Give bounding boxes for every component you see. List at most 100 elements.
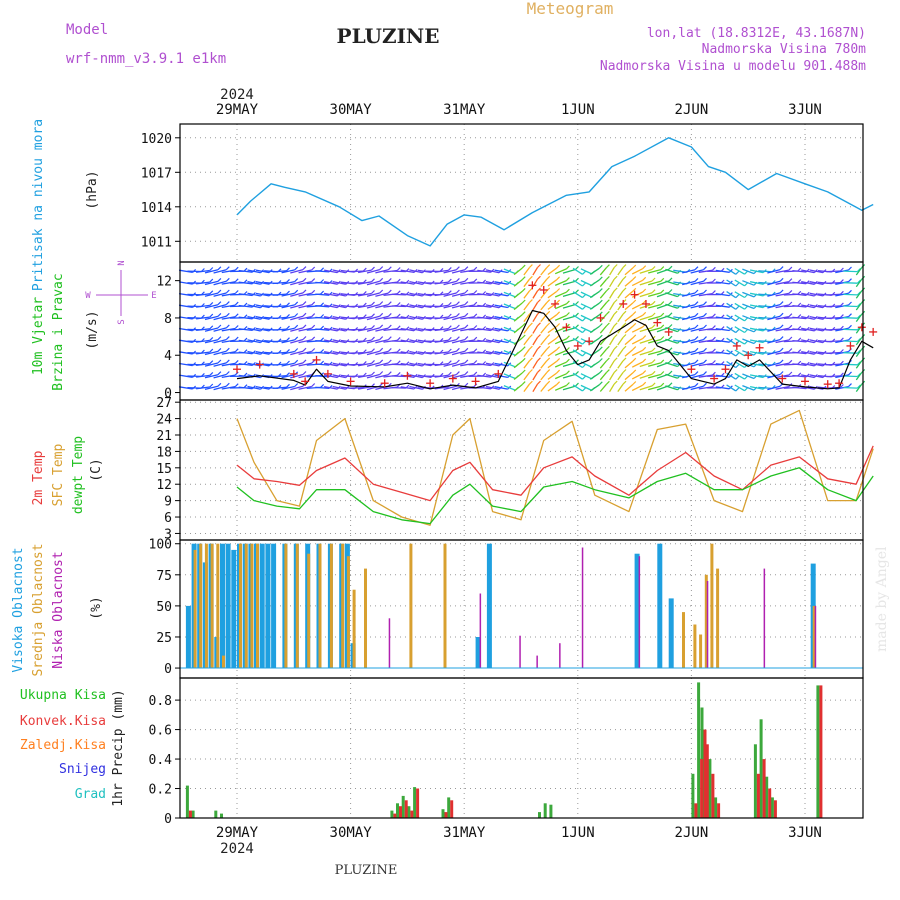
- wind-arrow: [513, 279, 523, 287]
- wind-arrow: [554, 280, 567, 286]
- wind-arrow: [682, 269, 696, 274]
- wind-arrow: [580, 384, 592, 391]
- wind-arrow-head: [396, 290, 401, 295]
- wind-arrow: [562, 280, 576, 286]
- wind-arrow-head: [694, 359, 699, 364]
- wind-arrow-head: [605, 369, 610, 374]
- wind-arrow: [315, 316, 330, 320]
- wind-arrow-head: [744, 329, 749, 333]
- wind-arrow: [758, 351, 773, 355]
- pressure-tick-label: 1011: [141, 235, 172, 250]
- wind-arrow-head: [455, 289, 460, 294]
- wind-arrow: [554, 268, 567, 275]
- wind-arrow: [624, 337, 634, 346]
- temp-tick-label: 12: [156, 478, 172, 493]
- wind-arrow: [213, 292, 227, 297]
- wind-arrow: [485, 304, 500, 309]
- wind-arrow: [801, 281, 815, 285]
- wind-arrow: [809, 327, 824, 332]
- cloud-bar: [318, 543, 322, 668]
- wind-arrow: [599, 372, 607, 381]
- wind-arrow-head: [744, 317, 749, 322]
- wind-arrow-head: [703, 289, 707, 294]
- precip-bar: [416, 788, 420, 818]
- date-label-bottom: 30MAY: [330, 825, 373, 841]
- precip-tick-label: 0.4: [149, 753, 173, 768]
- wind-arrow: [698, 316, 713, 320]
- wind-arrow: [281, 339, 295, 344]
- wind-arrow-head: [703, 266, 707, 271]
- wind-arrow: [409, 304, 423, 309]
- wind-arrow-head: [694, 301, 699, 306]
- temp-tick-label: 15: [156, 462, 172, 477]
- wind-arrow: [290, 268, 304, 274]
- wind-arrow-head: [302, 301, 307, 306]
- wind-arrow: [272, 351, 287, 355]
- wind-arrow: [409, 327, 423, 332]
- precip-bar: [819, 685, 823, 818]
- wind-arrow-head: [455, 266, 460, 271]
- wind-arrow: [238, 269, 253, 273]
- elevation-text: Nadmorska Visina 780m: [702, 42, 867, 57]
- wind-tick-label: 4: [164, 349, 172, 364]
- wind-arrow-head: [605, 264, 610, 269]
- wind-arrow: [843, 363, 858, 366]
- wind-arrow: [648, 327, 661, 332]
- wind-arrow: [391, 352, 406, 354]
- wind-arrow-head: [575, 277, 579, 282]
- precip-bar: [700, 759, 704, 818]
- wind-arrow: [835, 362, 849, 367]
- wind-arrow: [617, 278, 624, 288]
- wind-arrow: [366, 373, 380, 379]
- wind-arrow-head: [668, 382, 673, 387]
- wind-arrow: [221, 269, 236, 274]
- wind-arrow-head: [788, 324, 793, 329]
- wind-arrow-head: [294, 301, 299, 306]
- wind-arrow: [238, 316, 253, 320]
- wind-arrow: [255, 281, 270, 285]
- wind-arrow: [357, 327, 372, 332]
- wind-arrow-head: [302, 312, 307, 317]
- wind-arrow: [443, 315, 457, 321]
- wind-arrow: [238, 363, 253, 367]
- wind-arrow: [434, 351, 449, 355]
- wind-arrow: [477, 281, 491, 285]
- wind-arrow-head: [320, 267, 325, 272]
- wind-arrow: [792, 328, 807, 331]
- wind-arrow-head: [598, 323, 603, 327]
- wind-arrow: [554, 373, 567, 380]
- wind-arrow: [599, 302, 607, 311]
- wind-arrow: [572, 291, 583, 299]
- wind-arrow-head: [521, 276, 526, 281]
- wind-arrow: [843, 340, 858, 343]
- wind-tick-label: 8: [164, 312, 172, 327]
- wind-arrow-head: [779, 336, 784, 341]
- wind-arrow-head: [302, 266, 307, 271]
- wind-arrow: [315, 375, 330, 378]
- wind-arrow: [742, 361, 755, 368]
- wind-arrow: [734, 337, 745, 345]
- wind-arrow-head: [651, 312, 656, 317]
- wind-arrow-head: [788, 336, 793, 341]
- wind-arrow-head: [848, 371, 852, 376]
- wind-arrow: [315, 293, 330, 296]
- wind-arrow: [639, 315, 653, 321]
- wind-arrow-head: [387, 301, 392, 306]
- wind-arrow-head: [642, 346, 647, 351]
- wind-arrow-head: [362, 279, 367, 284]
- wind-arrow-head: [711, 266, 716, 271]
- wind-arrow-head: [464, 312, 469, 317]
- wind-arrow: [513, 302, 523, 311]
- wind-arrow: [589, 279, 600, 287]
- wind-arrow: [375, 327, 389, 332]
- date-label-bottom: 2JUN: [675, 825, 709, 841]
- wind-arrow-head: [217, 347, 222, 352]
- wind-arrow: [221, 339, 236, 344]
- wind-arrow: [434, 281, 449, 285]
- wind-arrow-head: [575, 266, 579, 270]
- wind-arrow: [417, 292, 432, 297]
- wind-arrow: [477, 316, 491, 320]
- wind-arrow-head: [582, 317, 586, 322]
- wind-arrow-head: [668, 289, 673, 293]
- wind-arrow-head: [225, 382, 230, 387]
